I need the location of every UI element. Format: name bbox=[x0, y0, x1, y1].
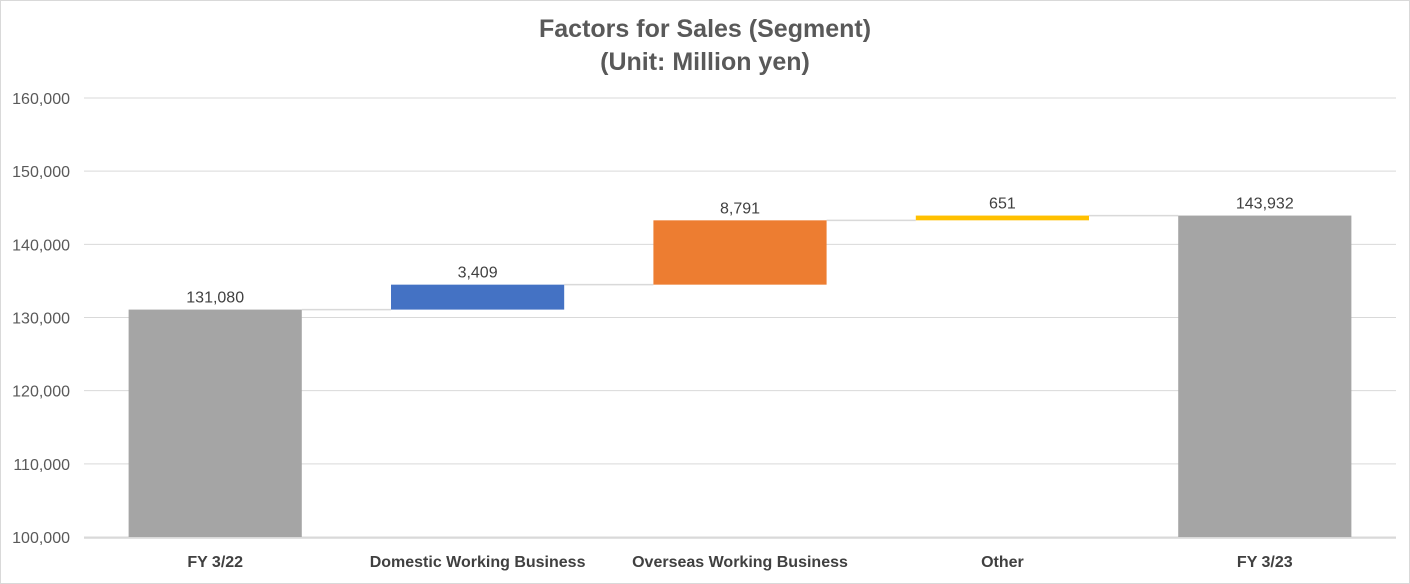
data-label: 3,409 bbox=[458, 265, 498, 282]
chart-title-block: Factors for Sales (Segment) (Unit: Milli… bbox=[1, 13, 1409, 79]
bar bbox=[915, 215, 1089, 221]
data-label: 8,791 bbox=[720, 200, 760, 217]
y-tick-label: 110,000 bbox=[13, 457, 70, 474]
y-tick-label: 160,000 bbox=[12, 91, 70, 108]
y-tick-label: 120,000 bbox=[12, 384, 70, 401]
data-label: 131,080 bbox=[186, 290, 244, 307]
bar bbox=[391, 284, 565, 310]
chart-subtitle: (Unit: Million yen) bbox=[600, 48, 810, 76]
y-tick-label: 100,000 bbox=[12, 530, 70, 547]
bar bbox=[128, 309, 302, 537]
bar bbox=[1178, 215, 1352, 537]
y-tick-label: 150,000 bbox=[12, 164, 70, 181]
x-tick-label: FY 3/22 bbox=[187, 554, 243, 571]
x-tick-label: Domestic Working Business bbox=[370, 554, 586, 571]
x-tick-label: Overseas Working Business bbox=[632, 554, 848, 571]
y-tick-label: 140,000 bbox=[12, 237, 70, 254]
bar bbox=[653, 220, 827, 285]
data-label: 143,932 bbox=[1236, 196, 1294, 213]
x-tick-label: Other bbox=[981, 554, 1024, 571]
x-tick-label: FY 3/23 bbox=[1237, 554, 1293, 571]
chart-title: Factors for Sales (Segment) bbox=[538, 15, 872, 43]
data-label: 651 bbox=[989, 196, 1016, 213]
y-tick-label: 130,000 bbox=[12, 311, 70, 328]
